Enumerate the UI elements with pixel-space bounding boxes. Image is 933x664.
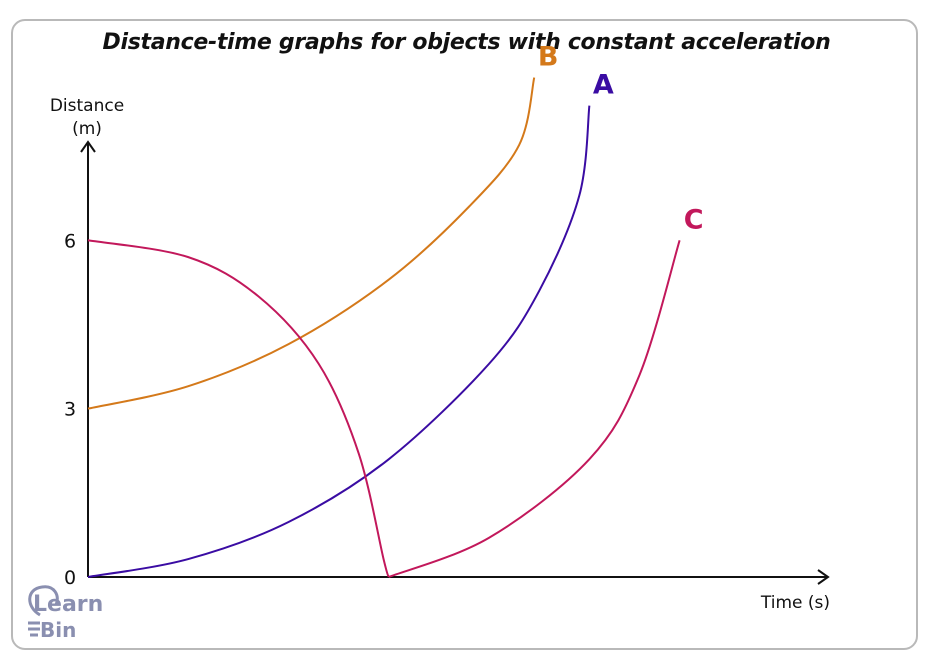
series-line-c-part1: [87, 239, 390, 578]
logo-text-line1: Learn: [33, 592, 104, 617]
y-axis-label-line2: (m): [72, 119, 102, 139]
x-axis-label: Time (s): [760, 593, 830, 613]
learnbin-logo: [20, 585, 115, 645]
lightbulb-icon: [28, 585, 59, 637]
axes: [80, 140, 830, 585]
series-line-b: [87, 77, 536, 410]
chart-frame: [11, 19, 918, 650]
series-group: A B C: [87, 42, 704, 578]
series-label-b: B: [538, 42, 559, 73]
y-tick-label: 3: [64, 399, 76, 421]
series-line-c-part2: [388, 240, 681, 578]
y-axis-label-line1: Distance: [50, 96, 124, 116]
y-ticks: 0 3 6: [64, 230, 76, 589]
logo-text-line2: Bin: [40, 618, 77, 642]
series-line-a: [87, 105, 591, 578]
series-label-c: C: [684, 204, 704, 235]
y-tick-label: 6: [64, 230, 76, 252]
y-tick-label: 0: [64, 567, 76, 589]
y-axis-arrowhead: [80, 140, 96, 153]
x-axis-arrowhead: [817, 569, 830, 585]
series-label-a: A: [593, 70, 614, 101]
chart-title: Distance-time graphs for objects with co…: [102, 30, 831, 55]
